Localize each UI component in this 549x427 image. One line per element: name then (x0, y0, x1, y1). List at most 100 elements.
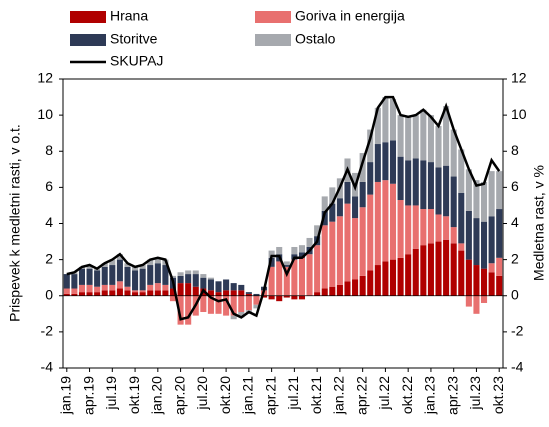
bar-segment (162, 290, 169, 296)
bar-segment (306, 254, 313, 296)
y-tick-label: 0 (45, 286, 53, 302)
x-tick-label: jan.19 (57, 376, 73, 415)
bar-segment (101, 263, 108, 267)
bar-segment (124, 266, 131, 287)
bar-segment (223, 290, 230, 296)
bar-segment (435, 241, 442, 296)
bar-segment (359, 207, 366, 276)
bar-segment (321, 210, 328, 226)
bar-segment (132, 266, 139, 271)
bar-segment (488, 216, 495, 264)
bar-segment (207, 295, 214, 314)
bar-segment (374, 107, 381, 145)
bar-segment (71, 274, 78, 289)
bar-segment (207, 277, 214, 280)
x-tick-label: okt.21 (308, 376, 324, 414)
x-tick-label: apr.22 (353, 376, 369, 415)
bar-segment (321, 196, 328, 211)
x-tick-label: okt.23 (490, 376, 506, 414)
x-tick-label: okt.22 (399, 376, 415, 414)
bar-segment (458, 250, 465, 296)
bar-segment (230, 283, 237, 291)
bar-segment (185, 270, 192, 275)
bar-segment (314, 225, 321, 237)
bar-segment (420, 245, 427, 296)
bar-segment (412, 115, 419, 159)
bar-segment (268, 257, 275, 267)
bar-segment (71, 293, 78, 296)
bar-segment (116, 254, 123, 260)
bar-segment (207, 290, 214, 296)
bar-segment (374, 144, 381, 182)
x-tick-label: jan.22 (331, 376, 347, 415)
bar-segment (169, 295, 177, 302)
bar-segment (185, 283, 192, 296)
bar-segment (321, 225, 328, 289)
bar-segment (230, 295, 237, 316)
bar-segment (223, 295, 230, 316)
y-tick-label: 2 (45, 250, 53, 266)
bar-segment (147, 265, 154, 285)
bar-segment (124, 286, 131, 291)
bar-segment (465, 259, 472, 296)
bar-segment (298, 245, 305, 253)
y2-axis-label: Medletna rast, v % (531, 165, 547, 281)
bar-segment (109, 290, 116, 296)
bar-segment (412, 205, 419, 249)
bar-segment (147, 259, 154, 266)
bar-segment (352, 196, 359, 219)
y2-tick-label: 4 (511, 214, 519, 230)
bar-segment (481, 295, 488, 303)
bar-segment (139, 265, 146, 269)
bar-segment (488, 263, 495, 273)
bar-segment (154, 290, 161, 296)
x-tick-label: apr.21 (262, 376, 278, 415)
bar-segment (450, 176, 457, 228)
y-tick-label: 12 (37, 70, 53, 86)
bar-segment (253, 304, 260, 309)
bar-segment (86, 268, 93, 285)
bar-segment (253, 293, 260, 296)
legend-swatch (70, 11, 106, 23)
bar-segment (435, 214, 442, 242)
bar-segment (367, 270, 374, 296)
bar-segment (336, 198, 343, 217)
legend-swatch (255, 11, 291, 23)
bar-segment (268, 250, 275, 258)
legend-label: SKUPAJ (110, 53, 163, 69)
bar-segment (139, 268, 146, 291)
bar-segment (132, 292, 139, 296)
bar-segment (359, 275, 366, 296)
bar-segment (71, 288, 78, 294)
bar-segment (473, 295, 480, 314)
bar-segment (78, 292, 85, 296)
bar-segment (359, 153, 366, 182)
bar-segment (336, 284, 343, 296)
bar-segment (291, 259, 298, 296)
bar-segment (298, 252, 305, 258)
x-tick-label: apr.20 (171, 376, 187, 415)
bar-segment (63, 293, 70, 296)
bar-segment (435, 167, 442, 215)
bar-segment (329, 187, 336, 204)
bar-segment (405, 116, 412, 161)
bar-segment (336, 216, 343, 285)
bar-segment (397, 257, 404, 296)
bar-segment (169, 288, 177, 296)
bar-segment (245, 293, 252, 296)
bar-segment (94, 286, 101, 293)
bar-segment (192, 274, 199, 287)
bar-segment (412, 248, 419, 296)
bar-segment (397, 200, 404, 258)
bar-segment (238, 312, 245, 318)
bar-segment (427, 209, 434, 244)
legend-label: Storitve (110, 31, 158, 47)
bar-segment (488, 171, 495, 217)
bar-segment (177, 283, 184, 296)
bar-segment (389, 259, 397, 296)
bar-segment (465, 210, 472, 260)
bar-segment (230, 315, 237, 320)
bar-segment (367, 129, 374, 163)
bar-segment (109, 265, 116, 285)
